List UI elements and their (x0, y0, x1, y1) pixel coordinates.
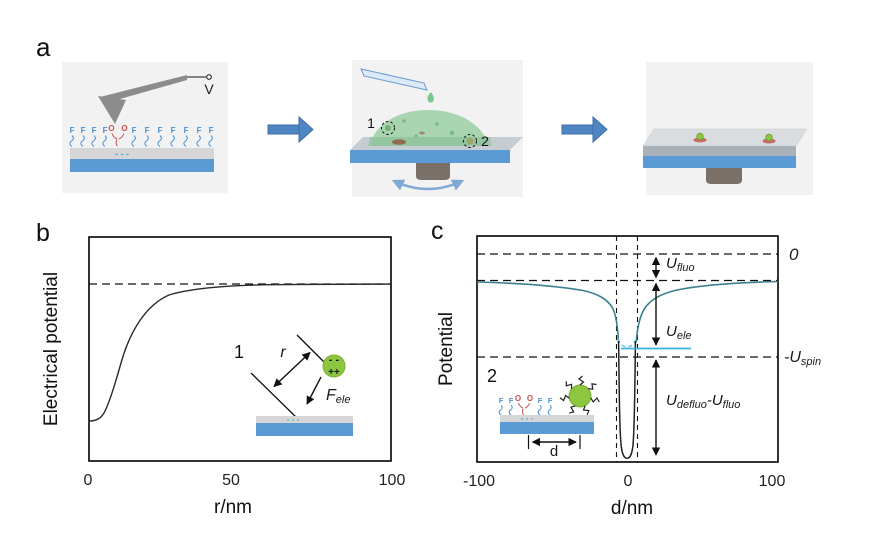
panel-b: b Electrical potential 1 r Fele - - ++ -… (36, 219, 405, 518)
rotation-arrow-icon (391, 179, 465, 191)
uele-label: Uele (666, 323, 692, 342)
particle-positive-charges: ++ (328, 367, 340, 378)
sample-stage-top (642, 128, 808, 147)
plot-frame (88, 236, 392, 462)
step-arrow-icon (561, 115, 608, 144)
particle-site-2 (466, 137, 474, 145)
force-arrow (306, 376, 322, 405)
substrate-base-layer (70, 159, 214, 172)
panel-c-plot: Ufluo Uele Udefluo-Ufluo 0 -Uspin 2 - - … (463, 235, 821, 519)
x-tick: 100 (379, 472, 406, 489)
pipette-icon (360, 68, 428, 91)
panel-b-inset: 1 r Fele - - ++ - - - (234, 334, 353, 436)
afm-cantilever (100, 75, 187, 103)
inset-site-number: 2 (487, 366, 497, 386)
defluorinated-site (514, 393, 534, 416)
panel-b-y-axis-label: Electrical potential (41, 272, 62, 426)
inset-site-number: 1 (234, 342, 244, 362)
liquid-dome (370, 109, 489, 146)
charged-particle (322, 354, 346, 378)
panel-b-x-axis-label: r/nm (214, 497, 252, 518)
falling-droplet-icon (427, 92, 434, 103)
substrate-base-layer (350, 150, 510, 163)
sample-stage-front (643, 146, 796, 156)
voltage-label: V (204, 81, 214, 97)
panel-a-letter: a (36, 32, 51, 62)
dimension-witness-line (250, 372, 300, 421)
x-tick: -100 (463, 473, 495, 490)
spinner-pedestal (416, 163, 450, 180)
site-2-label: 2 (481, 133, 489, 149)
particle-negative-charges: - - (329, 354, 340, 366)
uspin-level-label: -Uspin (784, 349, 821, 368)
substrate-base-layer (500, 422, 594, 434)
force-label: Fele (326, 387, 350, 406)
spot-width-label: d (550, 443, 558, 460)
zero-level-label: 0 (789, 245, 799, 264)
potential-curve-right (635, 280, 779, 343)
result-step (642, 62, 813, 195)
panel-c-x-axis-label: d/nm (611, 498, 653, 519)
site-2-dashed-circle (463, 134, 477, 148)
step-arrow-icon (267, 115, 314, 144)
panel-c: c Potential Ufluo Uele Udefluo-Ufluo 0 -… (431, 217, 821, 519)
panel-b-plot: 1 r Fele - - ++ - - - 0 50 100 r/nm (84, 236, 406, 518)
substrate-base-layer (643, 156, 796, 168)
site-1-dashed-circle (381, 121, 395, 135)
panel-c-y-axis-label: Potential (436, 312, 457, 386)
distance-arrow (273, 351, 311, 388)
assembled-particle (696, 132, 704, 141)
afm-tip (98, 96, 126, 124)
spinner-pedestal (706, 168, 742, 184)
surface-charges: - - - (521, 414, 534, 423)
site-1-label: 1 (367, 115, 375, 131)
substrate-top-layer (256, 416, 353, 423)
udefluo-minus-ufluo-label: Udefluo-Ufluo (666, 392, 740, 411)
x-tick: 100 (759, 473, 786, 490)
x-tick: 50 (222, 472, 240, 489)
polymer-coated-particle (568, 384, 592, 408)
panel-a: a V - - - (36, 32, 813, 197)
aggregate-blob (392, 139, 406, 145)
plot-frame (476, 235, 779, 463)
voltage-terminal-icon (206, 74, 212, 80)
particle-site-1 (385, 125, 391, 131)
surface-charges: - - - (287, 415, 300, 424)
ufluo-label: Ufluo (666, 255, 695, 274)
deep-well-curve (617, 340, 637, 460)
panel-c-inset: 2 - - - (487, 366, 601, 460)
afm-writing-step: V - - - (62, 62, 228, 193)
droplet-casting-step: 1 2 (350, 60, 523, 197)
dimension-witness-line (296, 334, 328, 366)
substrate-top-layer (70, 148, 214, 159)
distance-label: r (280, 344, 286, 361)
panel-c-letter: c (431, 217, 444, 245)
substrate-base-layer (256, 423, 353, 436)
x-tick: 0 (84, 472, 93, 489)
potential-curve (88, 283, 392, 422)
x-tick: 0 (624, 473, 633, 490)
panel-b-letter: b (36, 219, 50, 247)
assembled-particle (765, 133, 773, 142)
surface-charges: - - - (115, 149, 129, 159)
shallow-well-dashed-curve (617, 338, 637, 348)
potential-curve-left (476, 281, 620, 343)
substrate-top-layer (500, 415, 594, 422)
